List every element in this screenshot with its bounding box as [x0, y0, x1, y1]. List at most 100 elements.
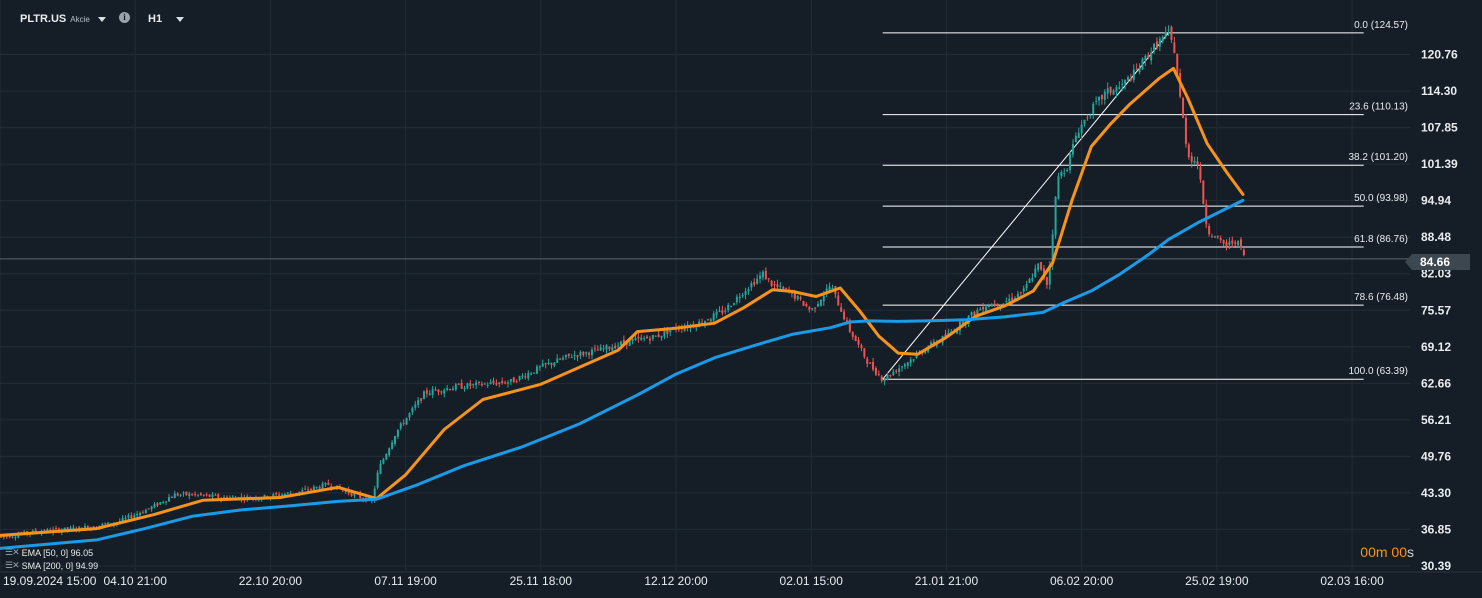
- candle-body: [170, 497, 173, 499]
- candle-body: [1022, 288, 1025, 292]
- candle-body: [892, 371, 895, 375]
- candle-body: [1034, 268, 1037, 278]
- candle-body: [1051, 234, 1054, 265]
- candle-body: [330, 485, 333, 488]
- candle-body: [373, 488, 376, 501]
- candle-body: [133, 515, 136, 518]
- candle-body: [205, 494, 208, 496]
- candle-body: [194, 494, 197, 496]
- candle-body: [553, 362, 556, 366]
- candle-body: [756, 278, 759, 284]
- candle-body: [828, 286, 831, 291]
- candle-body: [1089, 115, 1092, 117]
- indicator-legend-sma[interactable]: ☰✕ SMA [200, 0] 94.99: [5, 560, 98, 571]
- candle-body: [472, 384, 475, 386]
- candle-body: [101, 523, 104, 526]
- price-tick-label: 62.66: [1421, 376, 1451, 390]
- candle-body: [1173, 42, 1176, 54]
- candle-body: [796, 296, 799, 300]
- candle-body: [883, 379, 886, 382]
- candle-body: [1211, 236, 1214, 238]
- candle-body: [538, 366, 541, 368]
- candle-body: [318, 487, 321, 489]
- candle-body: [463, 388, 466, 390]
- candle-body: [127, 515, 130, 518]
- candle-body: [599, 347, 602, 351]
- candle-body: [486, 384, 489, 386]
- candle-body: [567, 353, 570, 356]
- symbol-selector[interactable]: PLTR.US Akcie: [20, 11, 106, 27]
- candle-body: [872, 361, 875, 370]
- candle-body: [1199, 167, 1202, 180]
- candle-body: [1025, 284, 1028, 289]
- candle-body: [1225, 242, 1228, 247]
- info-icon[interactable]: i: [119, 12, 130, 23]
- candle-body: [165, 501, 168, 503]
- candle-body: [217, 494, 220, 498]
- candle-body: [654, 335, 657, 337]
- candle-body: [1115, 87, 1118, 92]
- candle-body: [1086, 117, 1089, 119]
- candle-body: [509, 379, 512, 382]
- candle-body: [782, 287, 785, 289]
- candle-body: [1118, 87, 1121, 90]
- candle-body: [1045, 277, 1048, 285]
- candle-body: [605, 345, 608, 350]
- timeframe-selector[interactable]: H1: [148, 11, 185, 27]
- fib-level-label: 78.6 (76.48): [1354, 292, 1408, 303]
- candle-body: [185, 491, 188, 496]
- candle-body: [880, 376, 883, 381]
- candle-body: [144, 509, 147, 514]
- candle-body: [359, 493, 362, 498]
- fib-level-label: 61.8 (86.76): [1354, 234, 1408, 245]
- candle-body: [1167, 29, 1170, 31]
- candle-body: [321, 483, 324, 491]
- candle-body: [1109, 86, 1112, 93]
- candle-body: [289, 493, 292, 495]
- candle-body: [121, 517, 124, 522]
- candle-body: [1057, 176, 1060, 200]
- price-tick-label: 49.76: [1421, 449, 1451, 463]
- candle-body: [391, 442, 394, 449]
- candle-body: [1031, 277, 1034, 281]
- candle-body: [1100, 95, 1103, 100]
- candle-body: [1103, 91, 1106, 100]
- candle-body: [990, 304, 993, 307]
- settings-list-icon[interactable]: ☰✕: [5, 547, 20, 557]
- settings-list-icon[interactable]: ☰✕: [5, 560, 20, 570]
- candle-body: [1153, 43, 1156, 51]
- candle-body: [309, 489, 312, 491]
- candle-body: [1239, 239, 1242, 248]
- candle-body: [286, 492, 289, 494]
- candle-body: [721, 310, 724, 314]
- candle-body: [874, 368, 877, 375]
- candle-body: [104, 523, 107, 525]
- candle-body: [428, 393, 431, 396]
- candle-body: [312, 486, 315, 491]
- countdown-minutes-unit: m: [1375, 544, 1388, 560]
- candle-body: [596, 349, 599, 351]
- candle-body: [1216, 236, 1219, 238]
- candle-body: [1121, 83, 1124, 85]
- fib-level-label: 23.6 (110.13): [1349, 102, 1408, 113]
- candle-body: [576, 355, 579, 358]
- candle-body: [275, 493, 278, 495]
- candle-body: [498, 382, 501, 385]
- candle-body: [501, 380, 504, 383]
- candle-body: [657, 334, 660, 337]
- candle-body: [162, 501, 165, 503]
- candle-body: [683, 327, 686, 331]
- candle-body: [709, 319, 712, 322]
- candle-body: [136, 513, 139, 516]
- candle-body: [886, 374, 889, 380]
- candle-body: [124, 517, 127, 519]
- candle-body: [854, 336, 857, 342]
- indicator-legend-ema[interactable]: ☰✕ EMA [50, 0] 96.05: [5, 547, 93, 558]
- candle-body: [78, 526, 81, 530]
- candle-body: [550, 362, 553, 365]
- candle-body: [425, 390, 428, 394]
- candle-body: [1222, 240, 1225, 244]
- candle-body: [843, 311, 846, 320]
